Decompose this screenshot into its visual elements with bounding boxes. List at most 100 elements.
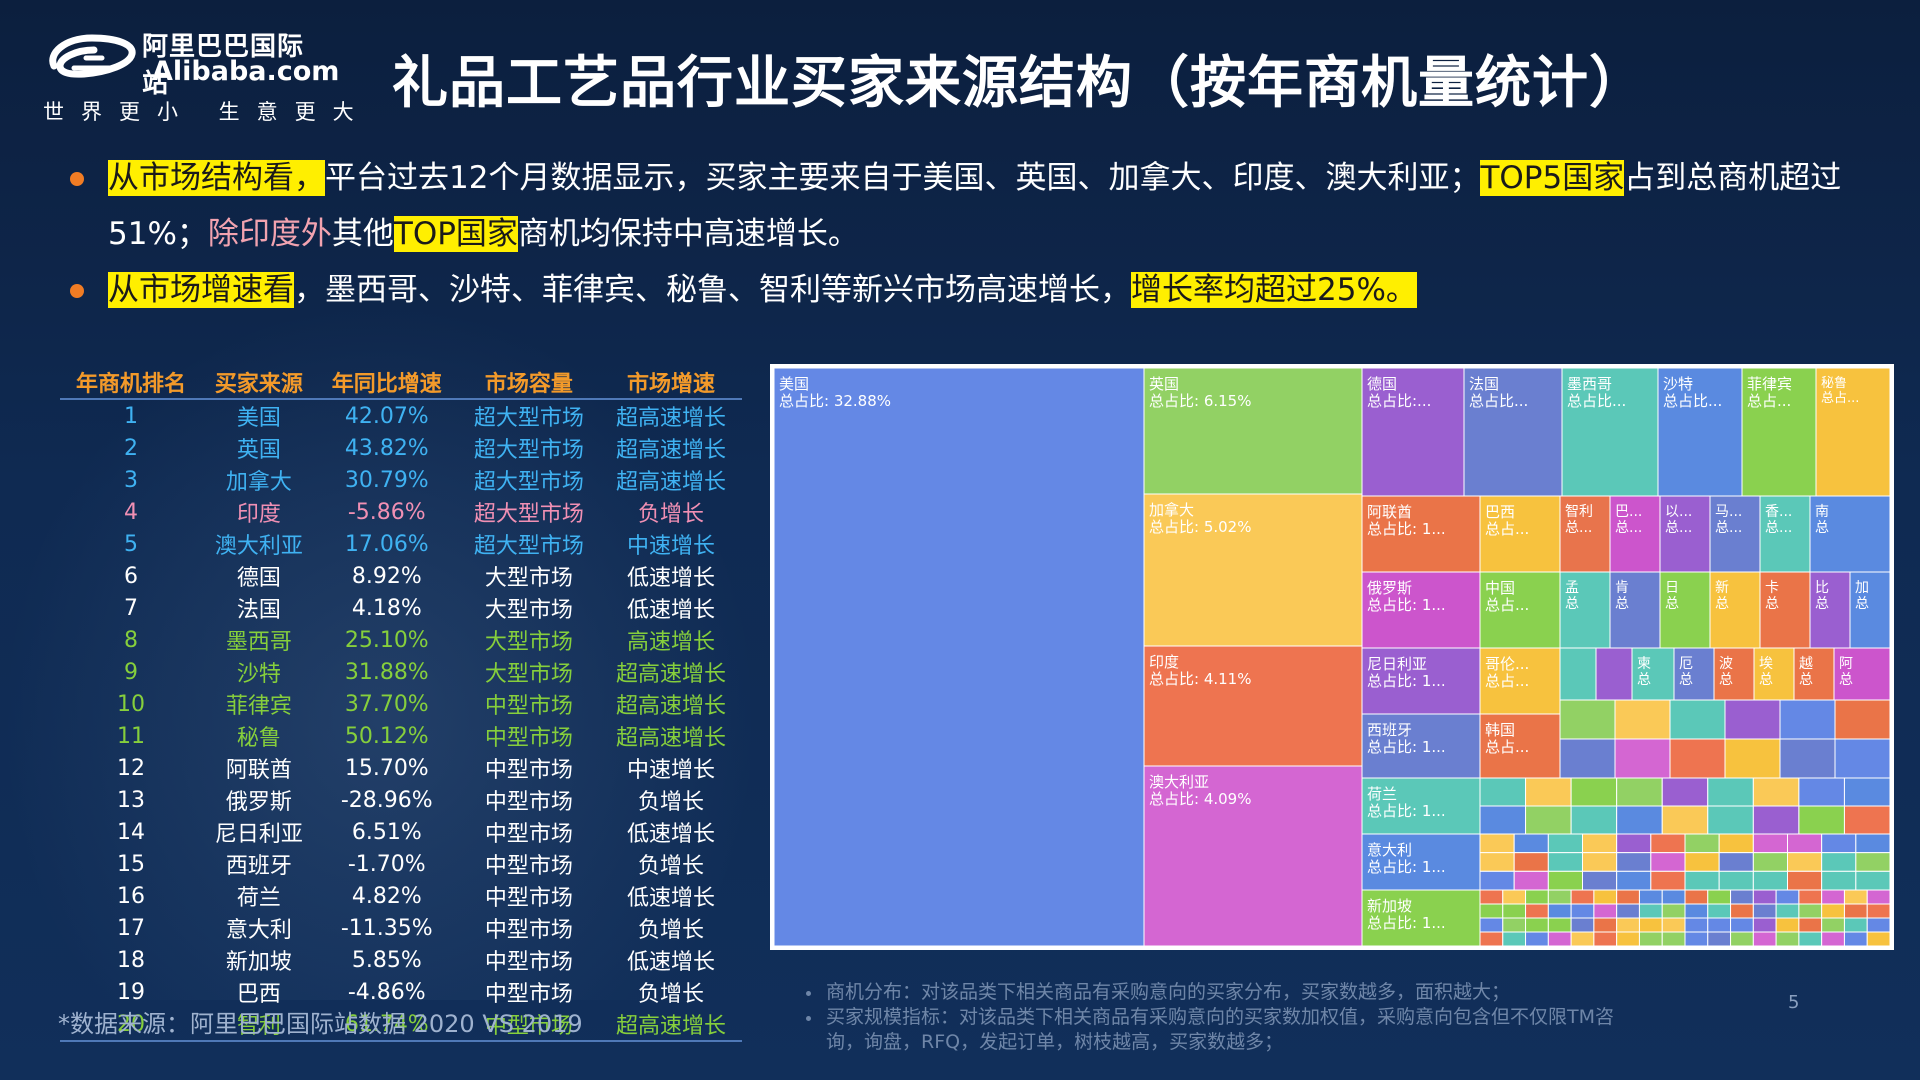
treemap-tile-label: 总占... — [1485, 738, 1529, 756]
growth-cell: 42.07% — [344, 403, 429, 429]
treemap-tile-label: 总... — [1565, 520, 1592, 536]
treemap-small-tile — [1821, 870, 1857, 891]
treemap-tile-label: 阿 — [1839, 656, 1853, 672]
treemap-small-tile — [1752, 931, 1777, 946]
treemap-small-tile — [1730, 931, 1754, 946]
treemap-tile — [1793, 647, 1835, 701]
treemap-tile-label: 意大利 — [1367, 841, 1412, 859]
treemap-tile-label: 埃 — [1759, 656, 1773, 672]
speed-cell: 超高速增长 — [615, 694, 726, 719]
capacity-cell: 大型市场 — [484, 662, 573, 687]
treemap-tile-label: 越 — [1799, 656, 1813, 672]
treemap-small-tile — [1525, 889, 1549, 905]
capacity-cell: 大型市场 — [484, 566, 573, 591]
country-cell: 墨西哥 — [225, 630, 292, 655]
treemap-tile — [1609, 495, 1661, 573]
treemap-small-tile — [1855, 833, 1890, 854]
treemap-small-tile — [1570, 777, 1618, 807]
treemap-small-tile — [1616, 931, 1640, 946]
rank-cell: 15 — [117, 851, 146, 877]
treemap-small-tile — [1866, 903, 1890, 919]
capacity-cell: 中型市场 — [484, 822, 573, 847]
speed-cell: 中速增长 — [626, 534, 715, 559]
capacity-cell: 中型市场 — [484, 694, 573, 719]
rank-cell: 13 — [117, 787, 146, 813]
treemap-tile-label: 澳大利亚 — [1149, 773, 1209, 791]
treemap-tile — [1709, 495, 1761, 573]
treemap-tile-label: 美国 — [779, 375, 809, 393]
growth-cell: 61.74% — [315, 1008, 458, 1042]
treemap-small-tile — [1616, 903, 1640, 919]
treemap-tile-label: 总... — [1665, 520, 1692, 536]
treemap-tile-label: 尼日利亚 — [1367, 655, 1427, 673]
treemap-small-tile — [1616, 889, 1640, 905]
treemap-tile — [1759, 571, 1811, 649]
page-number: 5 — [1788, 992, 1800, 1013]
treemap-small-tile — [1582, 833, 1618, 854]
treemap-small-tile — [1779, 738, 1836, 779]
treemap-tile-label: 阿联酋 — [1367, 503, 1412, 521]
treemap-tile-label: 厄 — [1679, 656, 1693, 672]
highlight-text: 从市场增速看 — [108, 272, 294, 308]
treemap-small-tile — [1559, 738, 1616, 779]
header-capacity: 市场容量 — [457, 366, 600, 400]
treemap-small-tile — [1855, 852, 1890, 872]
treemap-tile-label: 马... — [1715, 504, 1742, 520]
treemap-small-tile — [1559, 699, 1616, 740]
treemap-tile-label: 总占比: 4.11% — [1149, 670, 1251, 688]
summary-bullets: 从市场结构看，平台过去12个月数据显示，买家主要来自于美国、英国、加拿大、印度、… — [60, 150, 1900, 318]
treemap-tile-label: 总占... — [1821, 391, 1859, 406]
capacity-cell: 超大型市场 — [473, 438, 584, 463]
table-row: 3 加拿大 30.79% 超大型市场 超高速增长 — [60, 464, 742, 496]
body-text: 商机均保持中高速增长。 — [517, 216, 859, 252]
rank-cell: 20 — [60, 1008, 203, 1042]
treemap-small-tile — [1684, 870, 1720, 891]
pink-text: 除印度外 — [207, 216, 332, 252]
table-row: 2 英国 43.82% 超大型市场 超高速增长 — [60, 432, 742, 464]
treemap-small-tile — [1843, 805, 1890, 835]
treemap-small-tile — [1787, 833, 1823, 854]
treemap-tile-label: 印度 — [1149, 653, 1179, 671]
alibaba-logo-icon — [49, 34, 136, 78]
country-cell: 法国 — [236, 598, 281, 623]
ranking-table: 年商机排名 买家来源 年同比增速 市场容量 市场增速 1 美国 42.07% 超大型市… — [60, 366, 742, 1042]
country-cell: 阿联酋 — [225, 758, 292, 783]
treemap-tile-label: 总占比:... — [1367, 392, 1431, 410]
treemap-small-tile — [1547, 917, 1572, 933]
treemap-small-tile — [1775, 889, 1800, 905]
capacity-cell: 中型市场 — [484, 854, 573, 879]
treemap-tile-label: 总占比... — [1469, 392, 1528, 410]
treemap-tile — [1479, 495, 1561, 573]
growth-cell: 4.18% — [351, 595, 422, 621]
table-row: 7 法国 4.18% 大型市场 低速增长 — [60, 592, 742, 624]
treemap-small-tile — [1570, 805, 1618, 835]
treemap-tile-label: 沙特 — [1663, 375, 1693, 393]
treemap-small-tile — [1479, 777, 1527, 807]
treemap-tile — [1741, 368, 1817, 497]
rank-cell: 18 — [117, 947, 146, 973]
bullet-market-structure: 从市场结构看，平台过去12个月数据显示，买家主要来自于美国、英国、加拿大、印度、… — [60, 150, 1900, 262]
treemap-small-tile — [1479, 931, 1504, 946]
treemap-tile-label: 新 — [1715, 580, 1729, 596]
treemap-small-tile — [1787, 870, 1823, 891]
growth-cell: 37.70% — [344, 691, 429, 717]
table-row: 11 秘鲁 50.12% 中型市场 超高速增长 — [60, 720, 742, 752]
treemap-tile-label: 日 — [1665, 580, 1679, 596]
treemap-small-tile — [1479, 903, 1504, 919]
treemap-small-tile — [1798, 931, 1823, 946]
treemap-tile — [1463, 368, 1563, 497]
rank-cell: 3 — [124, 467, 139, 493]
treemap-tile — [1657, 368, 1743, 497]
treemap-tile-label: 总占比: 1... — [1367, 914, 1446, 932]
treemap-small-tile — [1866, 889, 1890, 905]
country-cell: 英国 — [236, 438, 281, 463]
treemap-tile — [1673, 647, 1715, 701]
header-rank: 年商机排名 — [60, 366, 203, 400]
treemap-small-tile — [1616, 805, 1663, 835]
speed-cell: 超高速增长 — [615, 662, 726, 687]
treemap-small-tile — [1752, 805, 1800, 835]
treemap-tile-label: 孟 — [1565, 580, 1579, 596]
treemap-small-tile — [1798, 777, 1845, 807]
capacity-cell: 中型市场 — [484, 726, 573, 751]
